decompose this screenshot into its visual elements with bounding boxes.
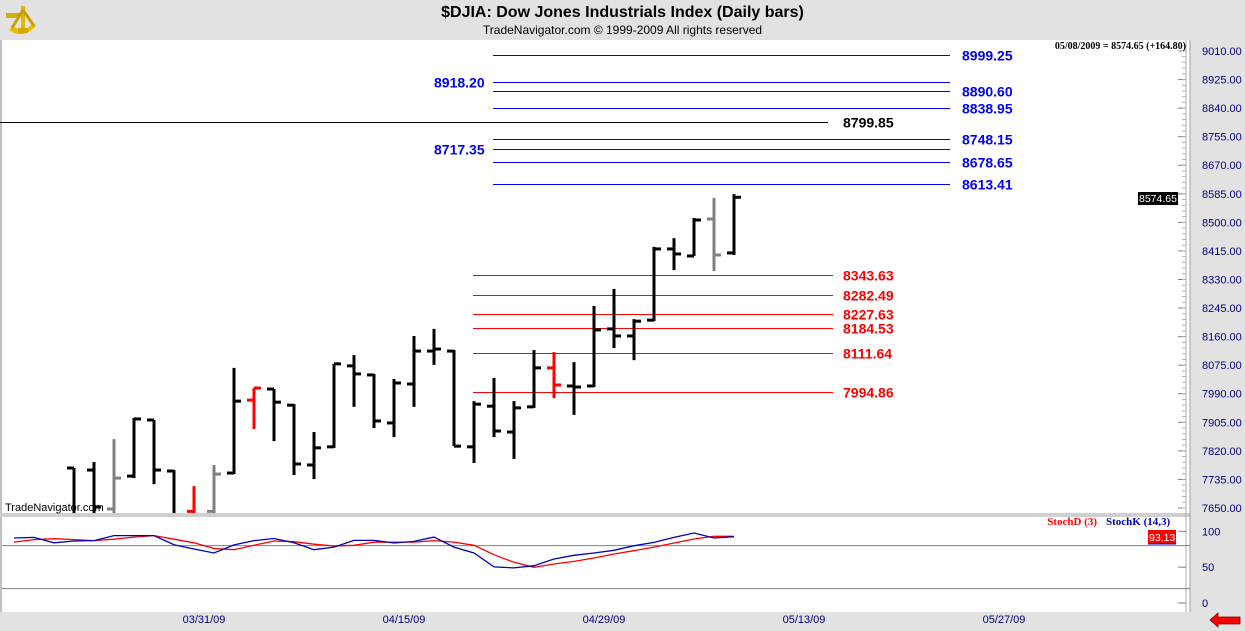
black-level-label: 8799.85 [843, 115, 894, 131]
y-tick-label: 7650.00 [1202, 503, 1242, 515]
ohlc-bar [307, 432, 321, 480]
x-tick-label: 04/15/09 [383, 614, 426, 626]
x-tick-label: 04/29/09 [583, 614, 626, 626]
y-tick-label: 8500.00 [1202, 217, 1242, 229]
ohlc-bar [587, 306, 601, 388]
red-left-arrow-icon[interactable] [1209, 612, 1241, 628]
y-tick-label: 8670.00 [1202, 160, 1242, 172]
y-tick-label: 7735.00 [1202, 474, 1242, 486]
stoch-y-tick-label: 0 [1202, 598, 1208, 610]
ohlc-bar [327, 362, 341, 449]
y-tick-label: 7820.00 [1202, 446, 1242, 458]
stoch-k-line [13, 532, 735, 569]
ohlc-bar [667, 238, 681, 271]
left-border [0, 40, 2, 612]
ohlc-bar [467, 401, 481, 463]
ohlc-bar [707, 197, 721, 272]
ohlc-bar [727, 194, 741, 255]
blue-level-label: 8613.41 [962, 177, 1013, 193]
red-level-label: 8227.63 [843, 307, 894, 323]
ohlc-bar [407, 335, 421, 407]
red-level-label: 7994.86 [843, 385, 894, 401]
price-readout: 05/08/2009 = 8574.65 (+164.80) [1055, 41, 1186, 52]
y-tick-label: 7905.00 [1202, 417, 1242, 429]
ohlc-bar [107, 439, 121, 513]
y-tick-label: 8755.00 [1202, 132, 1242, 144]
stoch-y-tick-label: 100 [1202, 526, 1220, 538]
chart-title: $DJIA: Dow Jones Industrials Index (Dail… [441, 4, 804, 21]
ohlc-bar [147, 418, 161, 485]
ohlc-bar [167, 469, 176, 513]
stoch-tag-bg [1148, 530, 1176, 544]
x-tick-label: 03/31/09 [183, 614, 226, 626]
y-tick-label: 7990.00 [1202, 389, 1242, 401]
blue-level-label: 8678.65 [962, 155, 1013, 171]
ohlc-bar [267, 387, 281, 442]
x-tick-label: 05/27/09 [983, 614, 1026, 626]
ohlc-bar [367, 373, 381, 429]
ohlc-bar [227, 367, 241, 475]
ohlc-bar [487, 377, 501, 438]
ohlc-bar [567, 362, 581, 415]
ohlc-bar [67, 466, 76, 513]
blue-level-label: 8999.25 [962, 48, 1013, 64]
ohlc-bar [647, 246, 661, 322]
blue-level-label: 8748.15 [962, 132, 1013, 148]
x-tick-label: 05/13/09 [783, 614, 826, 626]
blue-level-label: 8918.20 [434, 75, 485, 91]
stoch-value-tag: 93.13 [1149, 532, 1175, 544]
ohlc-bar [87, 461, 101, 513]
y-tick-label: 8330.00 [1202, 274, 1242, 286]
blue-level-label: 8717.35 [434, 142, 485, 158]
y-tick-label: 8585.00 [1202, 189, 1242, 201]
last-price-tag-bg [1138, 192, 1178, 205]
ohlc-bar [607, 288, 621, 349]
panel-separator[interactable] [0, 513, 1190, 517]
stoch-d-line [13, 534, 734, 568]
stoch-y-tick-label: 50 [1202, 562, 1214, 574]
ohlc-bar [687, 218, 701, 258]
price-panel[interactable] [2, 40, 1190, 513]
red-level-label: 8111.64 [843, 346, 892, 362]
stoch-k-legend: StochK (14,3) [1106, 516, 1171, 528]
red-level-label: 8184.53 [843, 321, 894, 337]
y-tick-label: 8075.00 [1202, 360, 1242, 372]
chart-header: $DJIA: Dow Jones Industrials Index (Dail… [0, 0, 1245, 40]
stoch-panel[interactable] [2, 517, 1190, 612]
y-tick-label: 8245.00 [1202, 303, 1242, 315]
blue-level-label: 8838.95 [962, 101, 1013, 117]
y-tick-label: 8415.00 [1202, 246, 1242, 258]
ohlc-bar [207, 464, 221, 513]
ohlc-bar [547, 352, 561, 399]
chart-subtitle: TradeNavigator.com © 1999-2009 All right… [482, 23, 763, 37]
watermark: TradeNavigator.com [5, 502, 104, 514]
ohlc-bar [627, 319, 641, 361]
ohlc-bar [447, 349, 461, 448]
y-tick-label: 8840.00 [1202, 103, 1242, 115]
ohlc-bar [187, 486, 196, 513]
stoch-d-legend: StochD (3) [1047, 516, 1097, 528]
ohlc-bar [287, 403, 301, 476]
last-price-tag: 8574.65 [1139, 193, 1177, 205]
y-tick-label: 8925.00 [1202, 75, 1242, 87]
ohlc-bar [127, 417, 141, 479]
sextant-icon [6, 6, 36, 35]
red-level-label: 8282.49 [843, 288, 894, 304]
ohlc-bar [427, 328, 441, 365]
y-tick-label: 9010.00 [1202, 46, 1242, 58]
blue-level-label: 8890.60 [962, 84, 1013, 100]
red-level-label: 8343.63 [843, 268, 894, 284]
ohlc-bar [507, 401, 521, 459]
ohlc-bar [347, 355, 361, 407]
ohlc-bar [527, 350, 541, 409]
y-tick-label: 8160.00 [1202, 332, 1242, 344]
ohlc-bar [387, 378, 401, 438]
ohlc-bar [247, 386, 261, 430]
